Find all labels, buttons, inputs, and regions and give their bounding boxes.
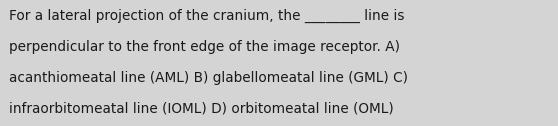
Text: perpendicular to the front edge of the image receptor. A): perpendicular to the front edge of the i… bbox=[9, 40, 400, 54]
Text: infraorbitomeatal line (IOML) D) orbitomeatal line (OML): infraorbitomeatal line (IOML) D) orbitom… bbox=[9, 101, 394, 115]
Text: For a lateral projection of the cranium, the ________ line is: For a lateral projection of the cranium,… bbox=[9, 9, 405, 23]
Text: acanthiomeatal line (AML) B) glabellomeatal line (GML) C): acanthiomeatal line (AML) B) glabellomea… bbox=[9, 71, 408, 85]
